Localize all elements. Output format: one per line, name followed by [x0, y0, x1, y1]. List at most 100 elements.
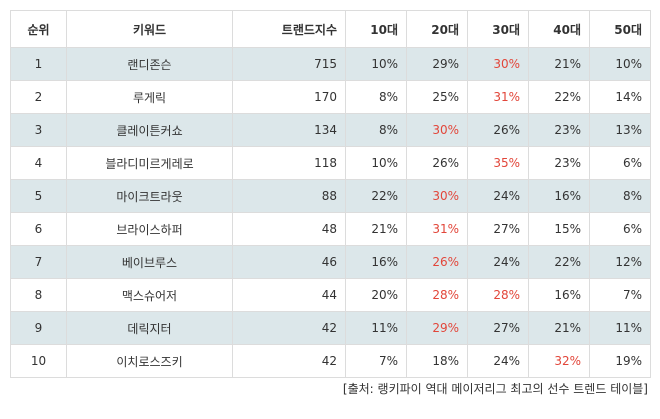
cell-age-40s: 21% — [528, 47, 590, 81]
table-row: 10 이치로스즈키 42 7% 18% 24% 32% 19% — [10, 344, 651, 378]
cell-age-30s: 28% — [467, 278, 529, 312]
cell-age-20s: 29% — [406, 47, 468, 81]
header-age-50s: 50대 — [589, 10, 651, 48]
cell-age-40s: 23% — [528, 146, 590, 180]
cell-trend-index: 46 — [232, 245, 346, 279]
table-row: 9 데릭지터 42 11% 29% 27% 21% 11% — [10, 311, 651, 345]
cell-rank: 9 — [10, 311, 67, 345]
cell-rank: 2 — [10, 80, 67, 114]
cell-keyword: 마이크트라웃 — [66, 179, 233, 213]
cell-age-50s: 13% — [589, 113, 651, 147]
cell-age-20s: 18% — [406, 344, 468, 378]
cell-age-20s: 30% — [406, 179, 468, 213]
header-age-40s: 40대 — [528, 10, 590, 48]
cell-rank: 1 — [10, 47, 67, 81]
cell-age-40s: 15% — [528, 212, 590, 246]
cell-age-10s: 8% — [345, 80, 407, 114]
cell-age-30s: 27% — [467, 212, 529, 246]
cell-rank: 10 — [10, 344, 67, 378]
header-age-30s: 30대 — [467, 10, 529, 48]
header-age-20s: 20대 — [406, 10, 468, 48]
cell-trend-index: 88 — [232, 179, 346, 213]
cell-age-50s: 19% — [589, 344, 651, 378]
source-caption: [출처: 랭키파이 역대 메이저리그 최고의 선수 트렌드 테이블] — [342, 382, 648, 396]
table-row: 2 루게릭 170 8% 25% 31% 22% 14% — [10, 80, 651, 114]
cell-keyword: 이치로스즈키 — [66, 344, 233, 378]
cell-trend-index: 42 — [232, 344, 346, 378]
header-trend-index: 트랜드지수 — [232, 10, 346, 48]
cell-keyword: 맥스슈어저 — [66, 278, 233, 312]
cell-age-20s: 30% — [406, 113, 468, 147]
cell-age-50s: 11% — [589, 311, 651, 345]
cell-age-40s: 22% — [528, 245, 590, 279]
cell-keyword: 랜디존슨 — [66, 47, 233, 81]
cell-age-10s: 8% — [345, 113, 407, 147]
cell-age-30s: 31% — [467, 80, 529, 114]
header-age-10s: 10대 — [345, 10, 407, 48]
table-body: 1 랜디존슨 715 10% 29% 30% 21% 10% 2 루게릭 170 8% 25% 31% 22… — [10, 47, 651, 378]
cell-age-20s: 25% — [406, 80, 468, 114]
cell-age-50s: 8% — [589, 179, 651, 213]
cell-trend-index: 42 — [232, 311, 346, 345]
header-keyword: 키워드 — [66, 10, 233, 48]
cell-age-50s: 14% — [589, 80, 651, 114]
cell-trend-index: 48 — [232, 212, 346, 246]
cell-age-10s: 16% — [345, 245, 407, 279]
cell-age-30s: 26% — [467, 113, 529, 147]
cell-rank: 8 — [10, 278, 67, 312]
cell-keyword: 블라디미르게레로 — [66, 146, 233, 180]
cell-keyword: 루게릭 — [66, 80, 233, 114]
table-row: 3 클레이튼커쇼 134 8% 30% 26% 23% 13% — [10, 113, 651, 147]
cell-trend-index: 134 — [232, 113, 346, 147]
cell-rank: 6 — [10, 212, 67, 246]
cell-age-30s: 35% — [467, 146, 529, 180]
cell-age-40s: 22% — [528, 80, 590, 114]
cell-age-10s: 10% — [345, 47, 407, 81]
cell-age-40s: 16% — [528, 278, 590, 312]
trend-table: 순위 키워드 트랜드지수 10대 20대 30대 40대 50대 1 랜디존슨 71… — [10, 10, 651, 378]
trend-table-container: 순위 키워드 트랜드지수 10대 20대 30대 40대 50대 1 랜디존슨 71… — [10, 10, 651, 378]
cell-age-50s: 12% — [589, 245, 651, 279]
cell-rank: 3 — [10, 113, 67, 147]
cell-age-30s: 30% — [467, 47, 529, 81]
table-row: 1 랜디존슨 715 10% 29% 30% 21% 10% — [10, 47, 651, 81]
cell-trend-index: 715 — [232, 47, 346, 81]
cell-keyword: 클레이튼커쇼 — [66, 113, 233, 147]
cell-keyword: 브라이스하퍼 — [66, 212, 233, 246]
table-row: 4 블라디미르게레로 118 10% 26% 35% 23% 6% — [10, 146, 651, 180]
cell-rank: 7 — [10, 245, 67, 279]
cell-age-20s: 26% — [406, 245, 468, 279]
cell-age-20s: 26% — [406, 146, 468, 180]
table-header-row: 순위 키워드 트랜드지수 10대 20대 30대 40대 50대 — [10, 10, 651, 48]
cell-age-30s: 27% — [467, 311, 529, 345]
cell-age-10s: 7% — [345, 344, 407, 378]
cell-age-10s: 22% — [345, 179, 407, 213]
cell-age-20s: 29% — [406, 311, 468, 345]
header-rank: 순위 — [10, 10, 67, 48]
cell-age-40s: 32% — [528, 344, 590, 378]
cell-age-50s: 7% — [589, 278, 651, 312]
cell-trend-index: 118 — [232, 146, 346, 180]
cell-keyword: 데릭지터 — [66, 311, 233, 345]
table-row: 7 베이브루스 46 16% 26% 24% 22% 12% — [10, 245, 651, 279]
cell-age-50s: 6% — [589, 146, 651, 180]
cell-rank: 5 — [10, 179, 67, 213]
cell-age-50s: 6% — [589, 212, 651, 246]
table-row: 5 마이크트라웃 88 22% 30% 24% 16% 8% — [10, 179, 651, 213]
cell-age-10s: 10% — [345, 146, 407, 180]
table-row: 8 맥스슈어저 44 20% 28% 28% 16% 7% — [10, 278, 651, 312]
cell-trend-index: 170 — [232, 80, 346, 114]
cell-keyword: 베이브루스 — [66, 245, 233, 279]
cell-rank: 4 — [10, 146, 67, 180]
cell-age-10s: 11% — [345, 311, 407, 345]
cell-age-20s: 31% — [406, 212, 468, 246]
cell-age-50s: 10% — [589, 47, 651, 81]
cell-age-40s: 16% — [528, 179, 590, 213]
cell-age-40s: 23% — [528, 113, 590, 147]
cell-age-30s: 24% — [467, 179, 529, 213]
table-row: 6 브라이스하퍼 48 21% 31% 27% 15% 6% — [10, 212, 651, 246]
cell-trend-index: 44 — [232, 278, 346, 312]
cell-age-30s: 24% — [467, 344, 529, 378]
cell-age-10s: 21% — [345, 212, 407, 246]
cell-age-40s: 21% — [528, 311, 590, 345]
